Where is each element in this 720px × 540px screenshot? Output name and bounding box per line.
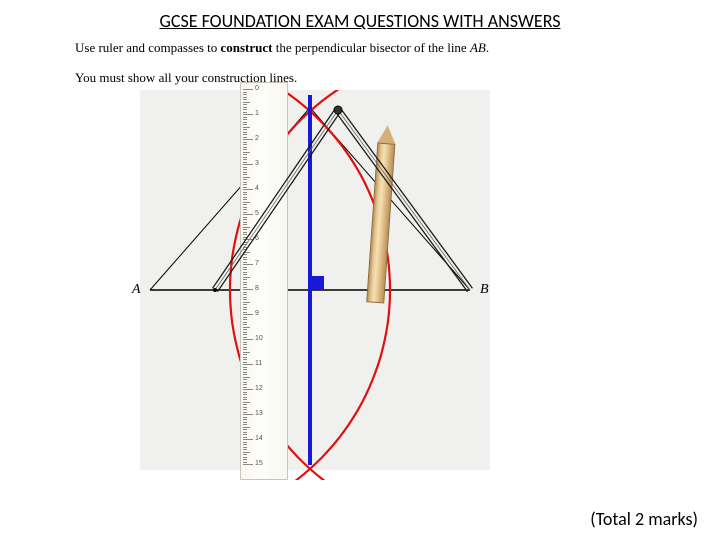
instr1-ab: AB <box>470 40 486 55</box>
point-label-b: B <box>480 282 489 298</box>
construction-diagram: 0123456789101112131415 A B <box>110 90 530 480</box>
instr1-bold: construct <box>221 40 273 55</box>
instr1-end: . <box>486 40 489 55</box>
instr1-post: the perpendicular bisector of the line <box>273 40 470 55</box>
marks-footer: (Total 2 marks) <box>590 508 698 530</box>
instruction-line-1: Use ruler and compasses to construct the… <box>0 40 720 70</box>
point-label-a: A <box>132 282 141 298</box>
page-title: GCSE FOUNDATION EXAM QUESTIONS WITH ANSW… <box>0 0 720 40</box>
instr1-pre: Use ruler and compasses to <box>75 40 221 55</box>
compass-svg <box>110 90 530 480</box>
